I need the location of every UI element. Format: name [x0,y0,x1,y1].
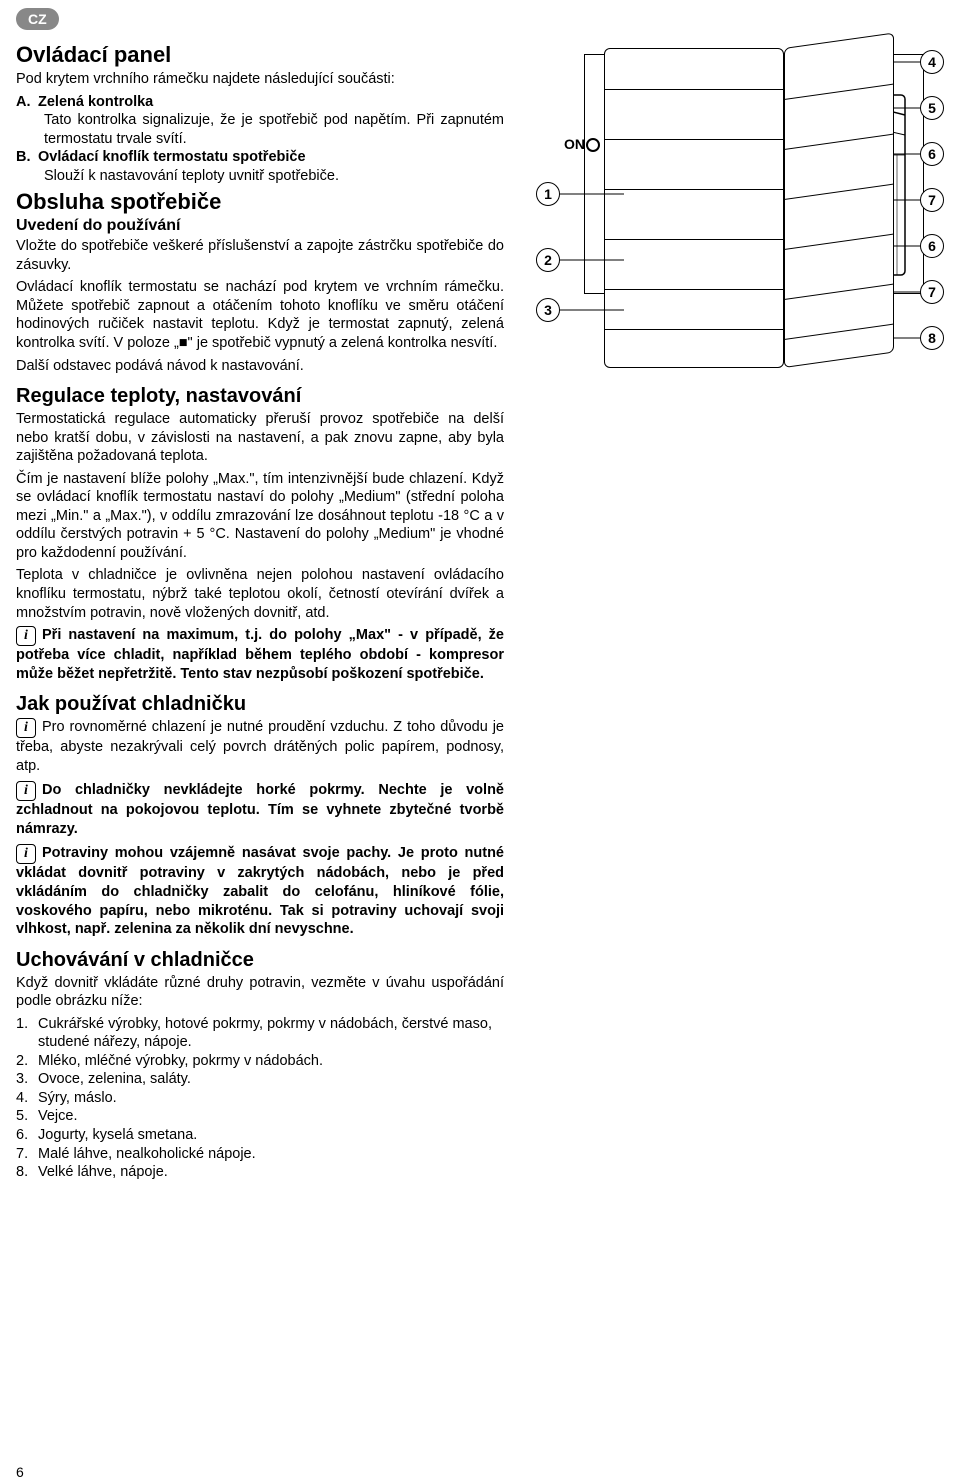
info-icon: i [16,781,36,801]
callout-right: 4 [920,50,944,74]
figure-fridge-layout: 1 2 3 4 5 6 7 6 7 8 [524,318,944,658]
info-icon: i [16,718,36,738]
callout-right: 6 [920,142,944,166]
page-number: 6 [16,1464,24,1480]
item-a-desc: Tato kontrolka signalizuje, že je spotře… [16,111,504,148]
callout-right: 7 [920,280,944,304]
callout-left: 3 [536,298,560,322]
heading-jak: Jak používat chladničku [16,693,504,716]
info-jak-3: iPotraviny mohou vzájemně nasávat svoje … [16,844,504,938]
para-reg-1: Termostatická regulace automaticky přeru… [16,410,504,466]
intro-text: Pod krytem vrchního rámečku najdete násl… [16,70,504,89]
text-column: Ovládací panel Pod krytem vrchního rámeč… [16,38,504,1182]
language-badge: CZ [16,8,59,30]
callout-left: 2 [536,248,560,272]
info-jak-2: iDo chladničky nevkládejte horké pokrmy.… [16,781,504,838]
item-b-desc: Slouží k nastavování teploty uvnitř spot… [16,167,504,186]
para-uvedeni-2: Ovládací knoflík termostatu se nachází p… [16,278,504,352]
para-uvedeni-1: Vložte do spotřebiče veškeré příslušenst… [16,237,504,274]
info-reg: iPři nastavení na maximum, t.j. do poloh… [16,626,504,683]
heading-uchov: Uchovávání v chladničce [16,949,504,972]
callout-left: 1 [536,182,560,206]
info-icon: i [16,626,36,646]
callout-right: 8 [920,326,944,350]
para-reg-2: Čím je nastavení blíže polohy „Max.", tí… [16,470,504,563]
callout-right: 5 [920,96,944,120]
info-jak-1: iPro rovnoměrné chlazení je nutné proudě… [16,718,504,775]
heading-uvedeni: Uvedení do používání [16,217,504,235]
figure-column: ↻ ON MAX MIN A B [524,38,944,1182]
callout-right: 7 [920,188,944,212]
para-uvedeni-3: Další odstavec podává návod k nastavován… [16,357,504,376]
item-a: A.Zelená kontrolka [16,93,504,112]
heading-regulace: Regulace teploty, nastavování [16,385,504,408]
para-reg-3: Teplota v chladničce je ovlivněna nejen … [16,566,504,622]
storage-list: 1.Cukrářské výrobky, hotové pokrmy, pokr… [16,1015,504,1182]
heading-ovladaci-panel: Ovládací panel [16,42,504,68]
callout-right: 6 [920,234,944,258]
item-b: B.Ovládací knoflík termostatu spotřebiče [16,148,504,167]
para-uchov: Když dovnitř vkládáte různé druhy potrav… [16,974,504,1011]
heading-obsluha: Obsluha spotřebiče [16,189,504,215]
info-icon: i [16,844,36,864]
